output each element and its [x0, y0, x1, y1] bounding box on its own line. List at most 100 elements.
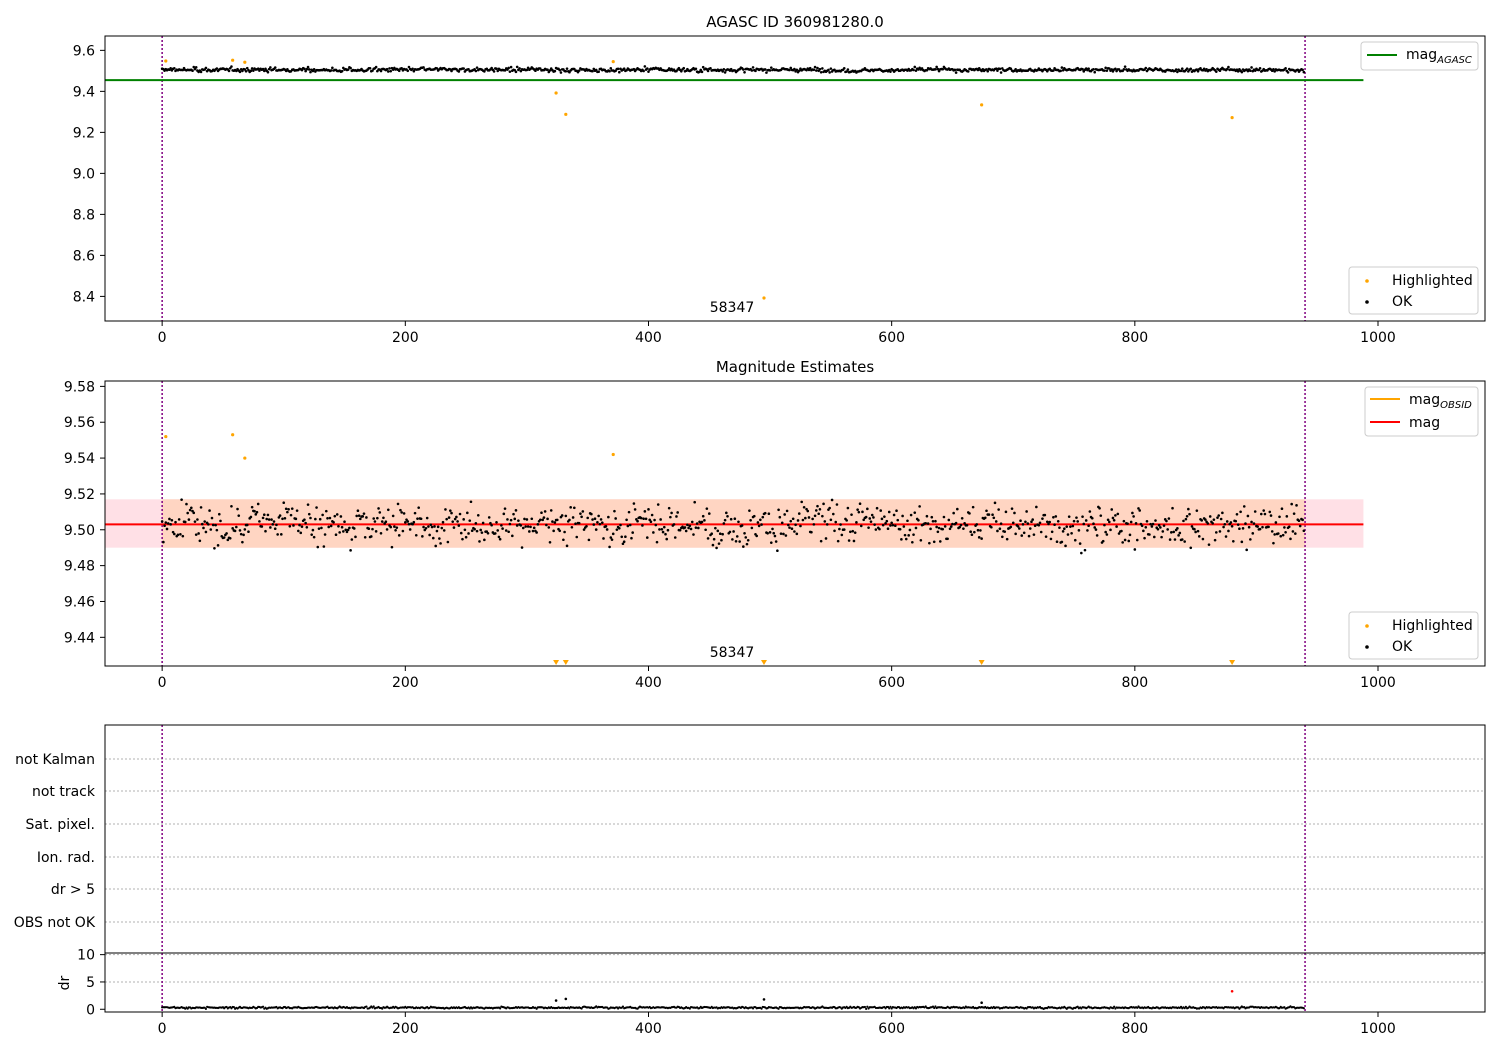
ok-point	[1072, 519, 1076, 523]
ok-point	[1039, 530, 1043, 534]
ok-point	[1206, 522, 1210, 525]
ok-point	[1241, 527, 1245, 530]
ok-point	[479, 528, 483, 532]
ok-point	[1205, 67, 1208, 71]
ok-point	[772, 531, 776, 535]
ok-point	[379, 531, 383, 535]
ok-point	[311, 528, 315, 532]
ok-point	[436, 525, 440, 529]
ok-point	[960, 516, 964, 520]
ok-point	[954, 71, 958, 74]
ok-point	[672, 523, 676, 526]
ok-point	[1195, 509, 1199, 512]
panel-flags: not Kalman not track Sat. pixel. Ion. rad. d…	[14, 724, 1486, 954]
ok-point	[199, 506, 203, 509]
dr-point	[688, 1007, 691, 1010]
dr-point	[1111, 1007, 1115, 1010]
ok-point	[861, 510, 864, 514]
panel-dr-axes: 0 200 400 600 800 1000 0 5 10	[77, 948, 1396, 1037]
ok-point	[986, 69, 990, 73]
ok-point	[515, 65, 519, 69]
ok-point	[1179, 69, 1183, 73]
ok-point	[279, 533, 283, 536]
ok-point	[515, 524, 519, 527]
ok-point	[895, 509, 898, 513]
ok-point	[225, 532, 228, 535]
ok-point	[1078, 542, 1082, 545]
ok-point	[1070, 531, 1073, 535]
ok-point	[676, 511, 679, 514]
ok-point	[892, 513, 896, 517]
ok-point	[1250, 66, 1253, 69]
ok-point	[1252, 522, 1256, 525]
ok-point	[535, 531, 538, 534]
ok-point	[579, 512, 582, 515]
ok-point	[591, 69, 594, 73]
panel-mag-obsid-label: 58347	[710, 645, 755, 661]
ok-point	[402, 512, 406, 515]
legend-mag-agasc-box	[1360, 41, 1479, 71]
ok-point	[925, 69, 929, 72]
ok-point	[1239, 510, 1242, 514]
ok-point	[902, 525, 906, 528]
ok-point	[997, 508, 1000, 511]
ok-point	[1009, 525, 1013, 529]
ok-point	[1285, 515, 1289, 518]
ok-point	[599, 518, 603, 521]
ok-point	[1104, 66, 1107, 70]
ok-point	[850, 513, 853, 516]
ok-point	[810, 530, 813, 534]
ok-point	[552, 529, 555, 533]
ok-point	[889, 70, 892, 73]
ok-point	[1020, 534, 1024, 537]
ok-point	[262, 513, 266, 517]
ok-point	[1270, 530, 1274, 533]
highlighted-point	[231, 433, 235, 437]
ok-point	[1297, 519, 1301, 523]
ok-point	[286, 510, 289, 514]
ok-point	[1294, 532, 1297, 535]
ok-point	[669, 515, 672, 519]
ok-point	[1145, 519, 1149, 523]
ok-point	[948, 527, 952, 531]
ok-point	[878, 527, 881, 531]
ok-point	[165, 527, 169, 531]
ok-point	[162, 540, 165, 544]
ok-point	[814, 509, 818, 512]
off-scale-marker	[978, 660, 985, 665]
ok-point	[1098, 506, 1101, 510]
ok-point	[1178, 531, 1182, 535]
ok-point	[1267, 525, 1270, 529]
x-tick-label: 0	[158, 675, 167, 691]
ok-point	[213, 546, 216, 550]
ok-point	[439, 542, 442, 545]
ok-point	[386, 508, 390, 512]
ok-point	[1201, 537, 1205, 541]
ok-point	[1076, 520, 1079, 523]
ok-point	[1103, 523, 1106, 527]
ok-point	[573, 506, 576, 510]
ok-point	[970, 533, 974, 537]
ok-point	[564, 70, 568, 73]
ok-point	[215, 67, 219, 70]
ok-point	[340, 69, 344, 73]
ok-point	[707, 512, 711, 515]
ok-point	[580, 515, 583, 519]
ok-point	[407, 522, 411, 526]
ok-point	[849, 530, 852, 534]
ok-point	[532, 526, 536, 530]
ok-point	[271, 523, 275, 526]
ok-point	[334, 533, 338, 537]
ok-point	[816, 504, 819, 508]
panel-dr-frame	[104, 952, 1486, 1013]
ok-point	[435, 67, 439, 70]
ok-point	[1026, 522, 1030, 525]
ok-point	[789, 66, 793, 70]
ok-point	[774, 540, 778, 543]
ok-point	[309, 516, 312, 520]
ok-point	[608, 69, 611, 73]
ok-point	[625, 518, 628, 522]
highlighted-point	[762, 296, 766, 300]
ok-point	[1033, 524, 1037, 528]
ok-point	[1240, 540, 1244, 544]
